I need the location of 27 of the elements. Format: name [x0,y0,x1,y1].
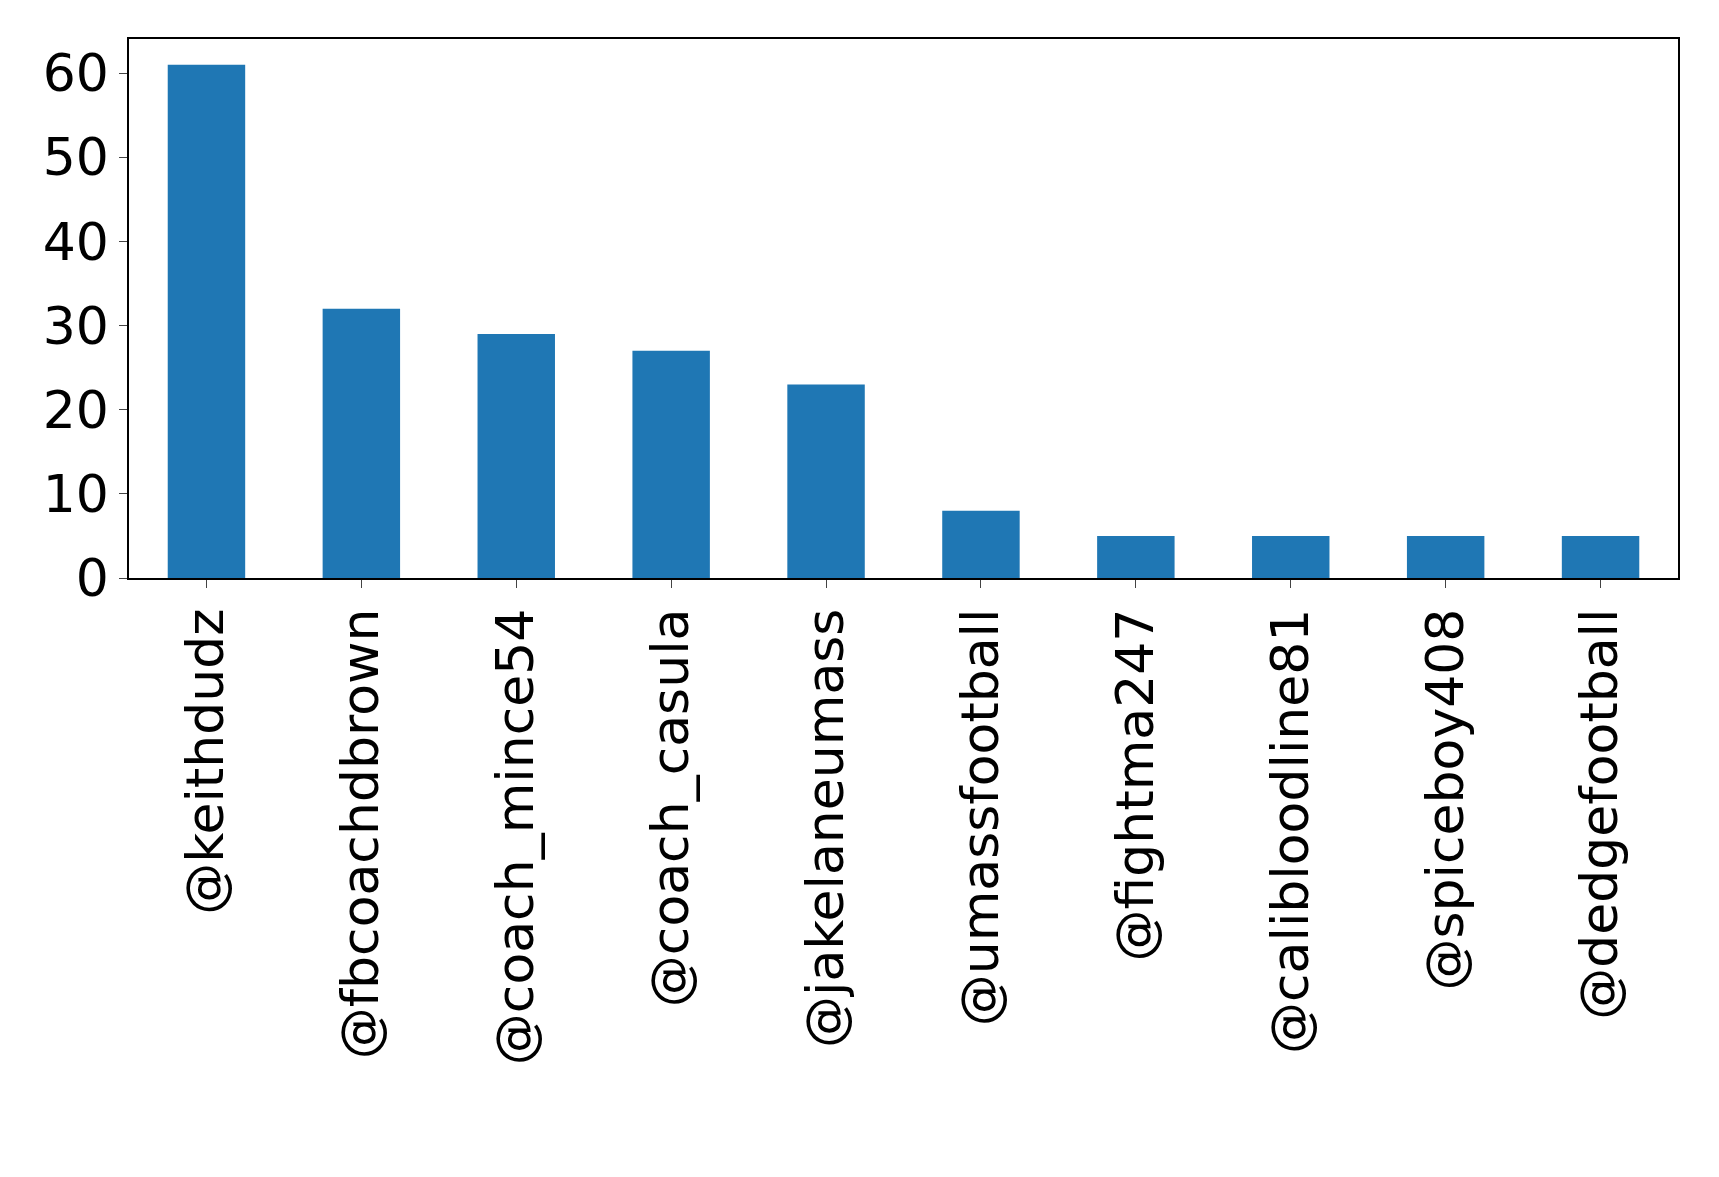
bar [632,350,710,578]
y-tick-label: 20 [42,379,109,440]
bar [942,510,1020,578]
x-tick-label: @dedgefootball [1569,608,1630,1020]
x-tick-label: @fightma247 [1104,608,1165,962]
bar [1097,535,1175,578]
y-tick-label: 40 [42,211,109,272]
bar [1406,535,1485,578]
x-tick-label: @coach_mince54 [485,608,546,1066]
y-tick-label: 60 [42,43,109,104]
bar [167,64,246,578]
x-tick-label: @keithdudz [175,608,236,915]
y-tick-label: 30 [42,295,109,356]
y-tick-label: 0 [75,548,109,609]
bar [477,333,555,578]
bar [1561,535,1640,578]
x-tick-label: @fbcoachdbrown [330,608,391,1060]
bar [322,308,401,578]
y-tick-label: 50 [42,127,109,188]
x-tick-label: @umassfootball [949,608,1010,1027]
x-tick-label: @coach_casula [640,608,701,1008]
x-tick-label: @spiceboy408 [1414,608,1475,991]
bar [1252,535,1330,578]
y-tick-label: 10 [42,464,109,525]
bar [787,384,865,578]
x-tick-label: @calibloodline81 [1259,608,1320,1054]
x-tick-label: @jakelaneumass [794,608,855,1049]
